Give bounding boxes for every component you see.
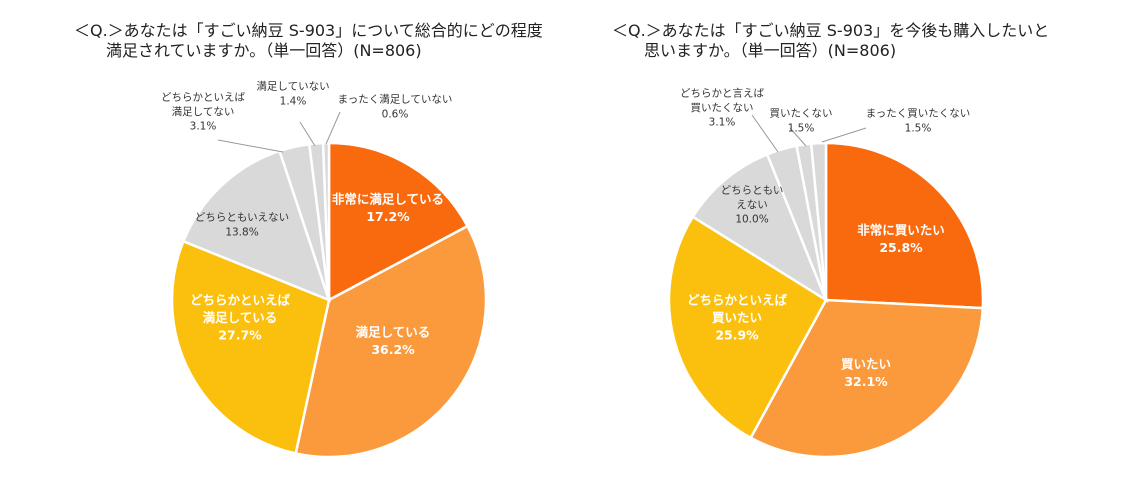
chart-title-repurchase: ＜Q.＞あなたは「すごい納豆 S-903」を今後も購入したいと 思いますか。（単… [612, 21, 1050, 60]
slice-label-1-4: どちらかと言えば買いたくない 3.1% [680, 86, 764, 128]
slice-label-0-2: どちらかといえば満足している 27.7% [190, 293, 291, 343]
pie-slice-1-0 [824, 141, 985, 310]
pie-slice-0-0 [327, 141, 470, 303]
slice-label-1-3: どちらともいえない 10.0% [721, 184, 784, 225]
leader-line-0-6 [325, 111, 341, 145]
leader-line-1-5 [789, 127, 807, 147]
pie-slice-0-1 [294, 224, 488, 459]
leader-line-0-4 [217, 139, 284, 153]
slice-label-1-6: まったく買いたくない 1.5% [866, 108, 971, 135]
pie-slice-1-2 [667, 215, 828, 440]
slice-label-1-2: どちらかといえば買いたい 25.9% [687, 293, 788, 343]
pie-slice-0-2 [170, 239, 331, 455]
pie-chart-0: 非常に満足している 17.2% 満足している 36.2% どちらかといえば満足している 2… [161, 81, 488, 459]
chart-title-satisfaction: ＜Q.＞あなたは「すごい納豆 S-903」について総合的にどの程度 満足されてい… [74, 21, 543, 60]
pie-chart-1: 非常に買いたい 25.8% 買いたい 32.1% どちらかといえば買いたい 25.9% どち… [667, 86, 985, 459]
slice-label-1-5: 買いたくない 1.5% [770, 108, 833, 135]
slice-label-0-6: まったく満足していない 0.6% [338, 94, 453, 121]
leader-line-1-4 [751, 114, 779, 153]
leader-line-1-6 [821, 127, 867, 143]
slice-label-1-1: 買いたい 32.1% [841, 356, 891, 389]
pie-slice-1-6 [809, 141, 828, 301]
slice-label-0-3: どちらともいえない 13.8% [195, 212, 289, 239]
slice-label-1-0: 非常に買いたい 25.8% [857, 222, 945, 255]
slice-label-0-5: 満足していない 1.4% [256, 81, 329, 108]
slice-label-0-1: 満足している 36.2% [356, 324, 431, 357]
slice-label-0-0: 非常に満足している 17.2% [332, 191, 444, 224]
leader-line-0-5 [299, 121, 316, 147]
pie-slice-1-3 [691, 152, 829, 304]
pie-slice-1-1 [749, 298, 985, 459]
slice-label-0-4: どちらかといえば満足してない 3.1% [161, 91, 245, 132]
pie-slice-0-3 [181, 149, 332, 303]
